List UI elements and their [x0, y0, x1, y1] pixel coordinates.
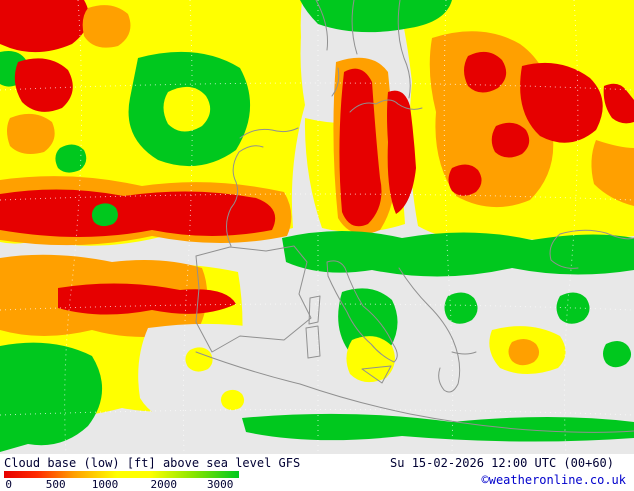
- region-red-northeast: [520, 62, 634, 143]
- region-green-north-strip: [300, 0, 452, 33]
- legend-gradient-bar: [4, 471, 239, 478]
- region-yellow-inner-northwest: [163, 86, 211, 132]
- region-red-southwest-streak: [58, 283, 236, 315]
- coastline-central: [305, 0, 461, 393]
- legend-tick: 2000: [150, 478, 178, 491]
- legend-ticks: 0 500 1000 2000 3000: [4, 478, 239, 491]
- legend-tick: 500: [45, 478, 66, 491]
- region-yellow-iberia-patches: [185, 347, 245, 411]
- legend-tick: 1000: [91, 478, 119, 491]
- region-green-southwest-corner: [0, 342, 103, 452]
- region-red-west-band: [0, 189, 276, 237]
- region-yellow-south-italy: [346, 336, 395, 383]
- region-orange-northwest-patches: [7, 5, 131, 154]
- coastline-east: [438, 229, 634, 391]
- region-orange-south-aegean-patch: [508, 338, 540, 366]
- region-green-west-patches: [0, 51, 118, 227]
- region-red-central-streaks: [339, 68, 416, 227]
- cloud-base-map: [0, 0, 634, 454]
- legend: 0 500 1000 2000 3000: [4, 471, 239, 491]
- map-datetime: Su 15-02-2026 12:00 UTC (00+60): [390, 456, 614, 470]
- coastline-west: [195, 127, 634, 433]
- footer-legend-row: 0 500 1000 2000 3000 ©weatheronline.co.uk: [4, 471, 626, 491]
- region-red-northwest-corner: [0, 0, 89, 112]
- credit-link[interactable]: ©weatheronline.co.uk: [481, 473, 627, 487]
- region-green-southeast-patches: [444, 292, 632, 368]
- graticule-lines: [0, 0, 634, 454]
- footer-title-row: Cloud base (low) [ft] above sea level GF…: [4, 456, 626, 470]
- region-green-africa-strip: [242, 413, 634, 442]
- region-green-mid-band: [282, 231, 634, 277]
- region-orange-east-edge: [591, 140, 634, 206]
- legend-tick: 3000: [206, 478, 234, 491]
- region-clear-iberia-interior: [138, 323, 305, 421]
- legend-tick: 0: [5, 478, 12, 491]
- map-area: [0, 0, 634, 454]
- footer-bar: Cloud base (low) [ft] above sea level GF…: [0, 454, 634, 491]
- region-red-east-patches: [448, 51, 530, 196]
- map-title: Cloud base (low) [ft] above sea level GF…: [4, 456, 301, 470]
